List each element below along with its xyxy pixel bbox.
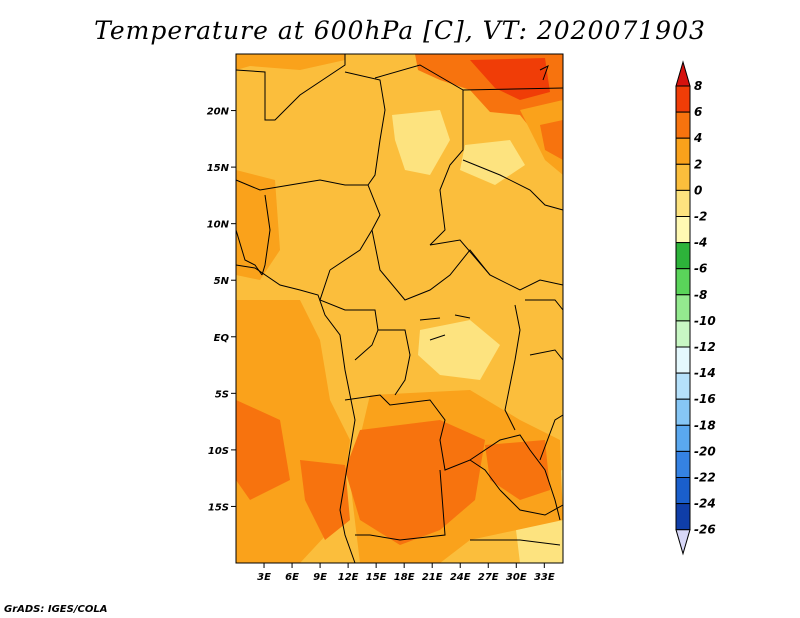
- warm-coast-west: [236, 170, 280, 280]
- colorbar-label: -4: [694, 236, 707, 250]
- hot-region-angola: [345, 420, 485, 545]
- lat-tick-label: 20N: [207, 107, 230, 118]
- lon-tick-label: 3E: [257, 572, 271, 583]
- colorbar-swatch: [675, 242, 691, 270]
- colorbar-label: -6: [694, 262, 707, 276]
- colorbar: 8 6 4 2 0 -2 -4 -6 -8 -10 -12 -14 -16 -18 -20 -22 -24 -26: [675, 60, 716, 556]
- border-uganda: [525, 299, 564, 311]
- border-mali-mauritania: [235, 54, 346, 121]
- border-egypt-sudan: [462, 87, 564, 91]
- border-botswana: [470, 539, 561, 546]
- colorbar-swatch: [675, 477, 691, 505]
- border-sudan-eritrea: [462, 159, 564, 211]
- colorbar-swatch: [675, 268, 691, 296]
- cool-patch-sudan: [460, 140, 525, 185]
- colorbar-label: -22: [694, 471, 716, 485]
- chart-title: Temperature at 600hPa [C], VT: 202007190…: [94, 16, 706, 45]
- lon-tick-label: 18E: [394, 572, 415, 583]
- colorbar-swatch: [675, 372, 691, 400]
- latitude-axis: 20N 15N 10N 5N EQ 5S 10S 15S: [207, 107, 236, 513]
- lon-tick-label: 9E: [313, 572, 327, 583]
- border-car-south: [371, 229, 491, 301]
- border-drc-angola: [344, 394, 501, 491]
- colorbar-swatch: [675, 450, 691, 478]
- map-frame: [235, 53, 564, 564]
- colorbar-swatch: [675, 85, 691, 113]
- temperature-map: [235, 53, 564, 564]
- border-zimbabwe: [499, 489, 564, 516]
- cool-patch-sahel: [392, 110, 450, 175]
- grads-credit: GrADS: IGES/COLA: [4, 604, 108, 615]
- lat-tick-label: EQ: [214, 333, 230, 344]
- lat-tick-label: 15S: [208, 502, 229, 513]
- border-malawi: [539, 414, 564, 461]
- colorbar-label: -20: [694, 444, 716, 458]
- colorbar-label: -12: [694, 340, 716, 354]
- colorbar-swatch: [675, 424, 691, 452]
- cool-patch-congo: [418, 320, 500, 380]
- colorbar-swatch: [675, 398, 691, 426]
- colorbar-swatch: [675, 216, 691, 244]
- colorbar-label: -26: [694, 523, 716, 537]
- colorbar-label: -16: [694, 392, 716, 406]
- lon-tick-label: 12E: [338, 572, 359, 583]
- warm-ocean-patch: [236, 400, 290, 500]
- border-tanzania: [529, 349, 564, 361]
- colorbar-label: -8: [694, 288, 707, 302]
- nile-delta: [539, 64, 549, 81]
- lon-tick-label: 24E: [450, 572, 471, 583]
- lake-outlines: [419, 314, 471, 341]
- colorbar-label: -10: [694, 314, 716, 328]
- rift-lakes-west: [504, 304, 521, 431]
- hot-patch-east: [540, 120, 563, 160]
- hot-region-north: [470, 58, 550, 100]
- colorbar-label: 2: [694, 157, 702, 171]
- border-angola-namibia: [355, 469, 446, 541]
- lon-tick-label: 15E: [366, 572, 387, 583]
- border-niger-west: [344, 71, 386, 186]
- lat-tick-label: 5S: [215, 389, 229, 400]
- colorbar-swatch: [675, 346, 691, 374]
- colorbar-swatch: [675, 503, 691, 531]
- border-nigeria-north: [235, 179, 381, 271]
- lon-tick-label: 27E: [478, 572, 499, 583]
- colorbar-swatch: [675, 111, 691, 139]
- colorbar-swatch: [675, 137, 691, 165]
- lat-tick-label: 5N: [214, 276, 230, 287]
- colorbar-label: -24: [694, 497, 716, 511]
- colorbar-top-arrow: [675, 60, 691, 87]
- longitude-axis: 3E 6E 9E 12E 15E 18E 21E 24E 27E 30E 33E: [257, 563, 555, 583]
- border-sudan-south: [429, 239, 564, 291]
- lon-tick-label: 30E: [506, 572, 527, 583]
- country-borders: [235, 54, 564, 564]
- warm-strip-north: [236, 54, 345, 70]
- colorbar-bottom-arrow: [675, 529, 691, 556]
- border-zambia: [469, 434, 561, 521]
- colorbar-swatch: [675, 189, 691, 217]
- colorbar-label: 8: [694, 79, 702, 93]
- colorbar-label: 6: [694, 105, 702, 119]
- border-congo: [378, 329, 411, 396]
- lon-tick-label: 6E: [285, 572, 299, 583]
- colorbar-label: -2: [694, 210, 707, 224]
- lon-tick-label: 21E: [422, 572, 443, 583]
- colorbar-label: -18: [694, 418, 716, 432]
- colorbar-label: -14: [694, 366, 716, 380]
- colorbar-swatch: [675, 320, 691, 348]
- border-chad-libya: [374, 64, 464, 246]
- lat-tick-label: 10N: [207, 220, 230, 231]
- colorbar-label: 0: [694, 183, 702, 197]
- hot-region-namibia: [300, 460, 350, 540]
- temperature-shading: [236, 54, 563, 563]
- colorbar-swatch: [675, 294, 691, 322]
- colorbar-label: 4: [693, 131, 702, 145]
- coastline-west-africa: [235, 264, 356, 564]
- warm-strip-east: [520, 100, 563, 175]
- lon-tick-label: 33E: [534, 572, 555, 583]
- border-benin: [261, 194, 271, 276]
- lat-tick-label: 15N: [207, 163, 230, 174]
- colorbar-swatch: [675, 163, 691, 191]
- lat-tick-label: 10S: [208, 446, 229, 457]
